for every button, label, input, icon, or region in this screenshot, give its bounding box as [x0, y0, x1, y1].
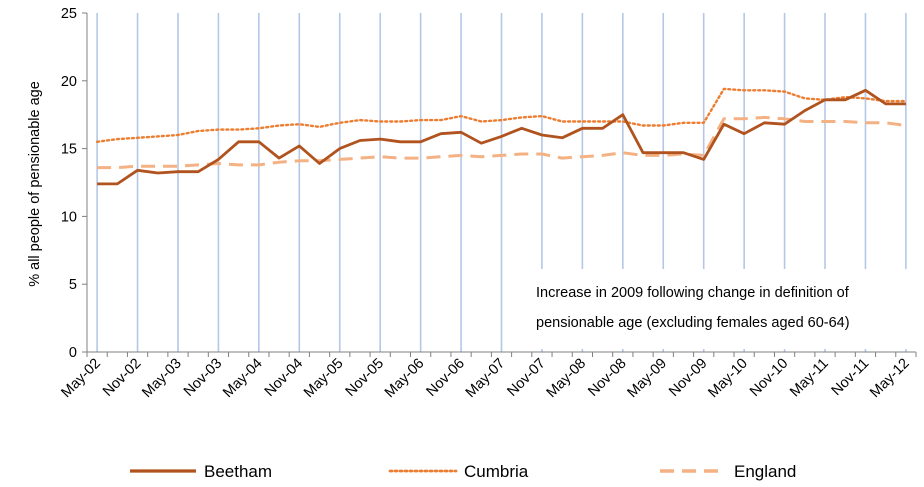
y-tick-label: 20	[61, 74, 77, 90]
y-axis-title: % all people of pensionable age	[27, 81, 43, 287]
legend-label-cumbria: Cumbria	[464, 462, 529, 481]
x-tick-label: Nov-03	[181, 356, 225, 400]
x-tick-label: May-05	[301, 356, 347, 402]
annotation: Increase in 2009 following change in def…	[516, 269, 916, 349]
x-tick-label: May-12	[867, 356, 913, 402]
series-lines	[95, 87, 908, 186]
annotation-line-1: Increase in 2009 following change in def…	[536, 285, 850, 301]
x-tick-label: May-06	[382, 356, 428, 402]
x-tick-label: May-09	[625, 356, 671, 402]
x-tick-label: May-02	[58, 356, 104, 402]
y-tick-label: 25	[61, 6, 77, 22]
annotation-box	[516, 269, 916, 349]
y-tick-label: 5	[69, 277, 77, 293]
x-tick-label: May-04	[220, 356, 266, 402]
series-line-england	[97, 115, 907, 170]
x-tick-label: Nov-08	[585, 356, 629, 400]
legend: Beetham Cumbria England	[130, 462, 796, 481]
y-tick-label: 15	[61, 142, 77, 158]
x-tick-label: May-07	[463, 356, 509, 402]
x-tick-label: Nov-04	[262, 356, 306, 400]
legend-label-england: England	[734, 462, 796, 481]
series-line-cumbria	[95, 87, 908, 144]
y-tick-label: 0	[69, 345, 77, 361]
x-tick-label: May-08	[544, 356, 590, 402]
x-tick-labels: May-02Nov-02May-03Nov-03May-04Nov-04May-…	[58, 356, 912, 402]
x-tick-label: Nov-10	[747, 356, 791, 400]
legend-label-beetham: Beetham	[204, 462, 272, 481]
x-tick-label: Nov-02	[100, 356, 144, 400]
x-tick-label: Nov-09	[666, 356, 710, 400]
x-tick-label: May-03	[139, 356, 185, 402]
x-tick-label: Nov-06	[424, 356, 468, 400]
annotation-line-2: pensionable age (excluding females aged …	[536, 315, 850, 331]
x-tick-label: Nov-07	[504, 356, 548, 400]
x-tick-label: Nov-11	[829, 356, 873, 400]
axes	[82, 12, 917, 357]
x-tick-label: May-10	[705, 356, 751, 402]
series-line-beetham	[97, 88, 906, 186]
y-tick-labels: 0 5 10 15 20 25	[61, 6, 77, 361]
x-tick-label: Nov-05	[343, 356, 387, 400]
x-tick-label: May-11	[787, 356, 832, 401]
y-tick-label: 10	[61, 209, 77, 225]
